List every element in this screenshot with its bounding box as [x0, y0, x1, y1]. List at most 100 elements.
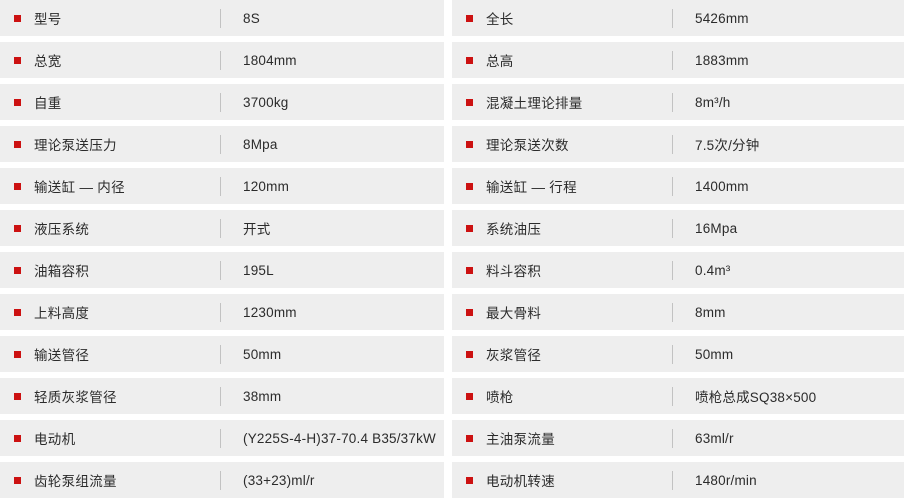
bullet-square-icon [0, 182, 34, 190]
spec-label: 输送缸 — 行程 [486, 180, 577, 195]
column-divider [672, 8, 673, 28]
spec-label: 主油泵流量 [486, 432, 555, 447]
spec-label: 电动机 [34, 432, 76, 447]
column-divider [220, 8, 221, 28]
spec-value: 16Mpa [695, 220, 738, 236]
spec-value: 0.4m³ [695, 262, 731, 278]
spec-label: 理论泵送次数 [486, 138, 569, 153]
spec-label: 液压系统 [34, 222, 90, 237]
column-divider [672, 260, 673, 280]
spec-value: 喷枪总成SQ38×500 [695, 390, 817, 405]
bullet-square-icon [0, 140, 34, 148]
spec-value: 38mm [243, 388, 282, 404]
spec-value: 63ml/r [695, 430, 734, 446]
column-divider [672, 134, 673, 154]
spec-value: 开式 [243, 222, 271, 237]
bullet-square-icon [0, 308, 34, 316]
column-divider [672, 470, 673, 490]
bullet-square-icon [452, 224, 486, 232]
column-divider [220, 260, 221, 280]
spec-label: 电动机转速 [486, 474, 555, 489]
column-divider [672, 386, 673, 406]
bullet-square-icon [0, 476, 34, 484]
column-divider [220, 92, 221, 112]
spec-value: 8Mpa [243, 136, 278, 152]
spec-row: 齿轮泵组流量 (33+23)ml/r [0, 462, 444, 498]
bullet-square-icon [0, 14, 34, 22]
bullet-square-icon [0, 350, 34, 358]
spec-value: 7.5次/分钟 [695, 138, 760, 153]
bullet-square-icon [452, 434, 486, 442]
spec-row: 喷枪 喷枪总成SQ38×500 [452, 378, 904, 414]
spec-value: 1230mm [243, 304, 297, 320]
spec-row: 液压系统 开式 [0, 210, 444, 246]
spec-value: 120mm [243, 178, 290, 194]
spec-row: 电动机 (Y225S-4-H)37-70.4 B35/37kW [0, 420, 444, 456]
column-divider [672, 92, 673, 112]
spec-label: 自重 [34, 96, 62, 111]
spec-label: 轻质灰浆管径 [34, 390, 117, 405]
spec-value: 195L [243, 262, 274, 278]
spec-row: 自重 3700kg [0, 84, 444, 120]
column-divider [220, 302, 221, 322]
spec-row: 混凝土理论排量 8m³/h [452, 84, 904, 120]
spec-label: 油箱容积 [34, 264, 90, 279]
spec-label: 总宽 [34, 54, 62, 69]
bullet-square-icon [452, 308, 486, 316]
spec-label: 灰浆管径 [486, 348, 542, 363]
column-divider [672, 428, 673, 448]
spec-label: 最大骨料 [486, 306, 542, 321]
bullet-square-icon [452, 98, 486, 106]
spec-row: 系统油压 16Mpa [452, 210, 904, 246]
column-divider [220, 470, 221, 490]
spec-value: 50mm [695, 346, 734, 362]
bullet-square-icon [0, 266, 34, 274]
spec-row: 输送管径 50mm [0, 336, 444, 372]
bullet-square-icon [452, 266, 486, 274]
bullet-square-icon [452, 56, 486, 64]
spec-row: 总高 1883mm [452, 42, 904, 78]
spec-row: 全长 5426mm [452, 0, 904, 36]
spec-row: 上料高度 1230mm [0, 294, 444, 330]
column-divider [672, 176, 673, 196]
spec-row: 料斗容积 0.4m³ [452, 252, 904, 288]
bullet-square-icon [452, 476, 486, 484]
column-divider [220, 428, 221, 448]
column-divider [220, 50, 221, 70]
bullet-square-icon [452, 392, 486, 400]
spec-row: 灰浆管径 50mm [452, 336, 904, 372]
spec-value: 8m³/h [695, 94, 731, 110]
spec-row: 型号 8S [0, 0, 444, 36]
spec-column-left: 型号 8S 总宽 1804mm 自重 3700kg 理论泵送压力 8Mpa 输送缸 — 内径 12… [0, 0, 444, 498]
spec-row: 油箱容积 195L [0, 252, 444, 288]
spec-label: 喷枪 [486, 390, 514, 405]
bullet-square-icon [0, 224, 34, 232]
spec-value: 1480r/min [695, 472, 757, 488]
bullet-square-icon [452, 140, 486, 148]
spec-value: 8S [243, 10, 260, 26]
spec-row: 总宽 1804mm [0, 42, 444, 78]
bullet-square-icon [452, 350, 486, 358]
bullet-square-icon [0, 56, 34, 64]
spec-value: (33+23)ml/r [243, 472, 315, 488]
spec-value: 1804mm [243, 52, 297, 68]
bullet-square-icon [452, 14, 486, 22]
spec-row: 最大骨料 8mm [452, 294, 904, 330]
column-divider [220, 134, 221, 154]
spec-label: 齿轮泵组流量 [34, 474, 117, 489]
column-divider [672, 50, 673, 70]
column-divider [220, 218, 221, 238]
spec-label: 上料高度 [34, 306, 90, 321]
spec-label: 输送缸 — 内径 [34, 180, 125, 195]
column-divider [672, 302, 673, 322]
spec-row: 主油泵流量 63ml/r [452, 420, 904, 456]
spec-label: 系统油压 [486, 222, 542, 237]
spec-row: 轻质灰浆管径 38mm [0, 378, 444, 414]
spec-value: 5426mm [695, 10, 749, 26]
spec-row: 输送缸 — 内径 120mm [0, 168, 444, 204]
spec-label: 全长 [486, 12, 514, 27]
bullet-square-icon [0, 392, 34, 400]
spec-label: 料斗容积 [486, 264, 542, 279]
column-divider [220, 176, 221, 196]
spec-row: 输送缸 — 行程 1400mm [452, 168, 904, 204]
